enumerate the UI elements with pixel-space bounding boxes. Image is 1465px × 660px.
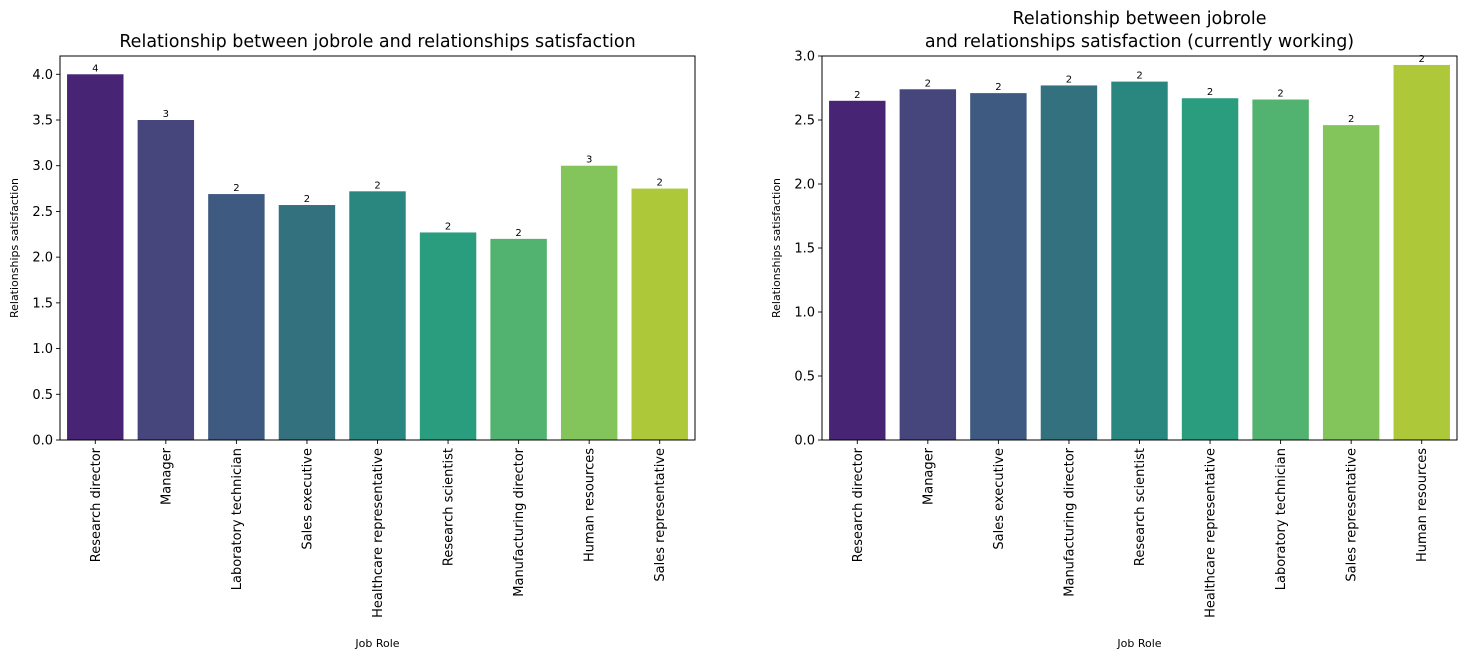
chart-2-y-tick-label: 1.0 [794, 306, 815, 321]
chart-2-y-axis-label: Relationships satisfaction [770, 178, 783, 318]
chart-1-x-tick-label: Sales executive [300, 448, 315, 550]
chart-2-x-tick-label: Manager [921, 447, 936, 505]
chart-1: Relationship between jobrole and relatio… [8, 32, 696, 650]
chart-1-y-tick-label: 4.0 [32, 68, 53, 83]
chart-2-bar [1322, 125, 1380, 441]
chart-1-y-tick-label: 0.0 [32, 434, 53, 449]
chart-2-y-tick-label: 2.5 [794, 114, 815, 129]
chart-1-x-tick-label: Human resources [583, 448, 598, 562]
chart-2-x-tick-label: Laboratory technician [1274, 448, 1289, 590]
chart-1-bar-label: 2 [374, 180, 380, 191]
chart-1-bar-label: 4 [92, 63, 98, 74]
chart-1-x-tick-label: Sales representative [653, 448, 668, 582]
chart-2-bar-label: 2 [1419, 54, 1425, 65]
chart-2-x-tick-label: Research scientist [1133, 448, 1148, 566]
chart-2-bar-label: 2 [1136, 71, 1142, 82]
chart-1-title: Relationship between jobrole and relatio… [119, 32, 635, 52]
chart-1-bar [67, 74, 124, 441]
chart-1-bar-label: 2 [515, 228, 521, 239]
chart-2-bar [1393, 64, 1450, 441]
chart-2-x-tick-label: Research director [851, 447, 866, 562]
chart-2-x-tick-label: Manufacturing director [1062, 447, 1077, 596]
chart-1-bar-label: 3 [586, 155, 592, 166]
chart-1-x-tick-label: Research scientist [442, 448, 457, 566]
chart-2-bar [970, 93, 1027, 441]
chart-1-bar-label: 2 [657, 178, 663, 189]
chart-1-x-tick-label: Research director [89, 447, 104, 562]
chart-1-y-tick-label: 0.5 [32, 388, 53, 403]
chart-1-x-tick-label: Laboratory technician [230, 448, 245, 590]
chart-1-bar [278, 205, 336, 440]
chart-2-y-tick-label: 0.0 [794, 434, 815, 449]
chart-1-y-tick-label: 3.0 [32, 159, 53, 174]
chart-1-bar [560, 165, 618, 440]
chart-2-bar [899, 89, 957, 440]
chart-1-bar-label: 2 [445, 221, 451, 232]
chart-2-axes-frame [821, 55, 1458, 441]
chart-2-bar [1181, 98, 1239, 441]
chart-2-title-line-1: Relationship between jobrole [1012, 9, 1266, 29]
chart-2-y-tick-label: 0.5 [794, 370, 815, 385]
chart-2-bar [829, 100, 886, 441]
chart-2-bar-label: 2 [1066, 74, 1072, 85]
chart-1-bar-label: 2 [233, 183, 239, 194]
chart-2-x-tick-label: Sales representative [1345, 448, 1360, 582]
chart-2-bar-label: 2 [995, 82, 1001, 93]
chart-1-y-tick-label: 1.5 [32, 296, 53, 311]
chart-2-x-tick-label: Sales executive [992, 448, 1007, 550]
chart-1-y-axis-label: Relationships satisfaction [8, 178, 21, 318]
chart-2-bar-label: 2 [1348, 114, 1354, 125]
chart-1-bar [631, 188, 688, 440]
chart-1-x-tick-label: Manager [159, 447, 174, 505]
chart-1-x-tick-label: Healthcare representative [371, 448, 386, 618]
chart-2-bar [1252, 99, 1309, 441]
chart-2-bar [1040, 85, 1098, 440]
chart-1-y-tick-label: 3.5 [32, 114, 53, 129]
chart-2-bar [1111, 81, 1168, 440]
chart-1-x-axis-label: Job Role [354, 637, 399, 650]
chart-1-bar-label: 3 [163, 109, 169, 120]
chart-2-x-tick-label: Human resources [1415, 448, 1430, 562]
chart-1-bar [137, 120, 195, 440]
chart-2: Relationship between jobrole and relation… [770, 9, 1458, 650]
chart-2-x-axis-label: Job Role [1116, 637, 1161, 650]
chart-1-bar-label: 2 [304, 194, 310, 205]
chart-2-title-line-2: and relationships satisfaction (currentl… [925, 32, 1354, 52]
chart-1-bar [419, 232, 477, 440]
chart-2-bar-label: 2 [925, 78, 931, 89]
chart-1-bar [490, 238, 547, 440]
chart-1-y-tick-label: 2.0 [32, 251, 53, 266]
chart-2-bar-label: 2 [854, 90, 860, 101]
chart-2-bar-label: 2 [1277, 89, 1283, 100]
chart-2-y-tick-label: 1.5 [794, 242, 815, 257]
chart-2-x-tick-label: Healthcare representative [1204, 448, 1219, 618]
chart-1-bar [208, 194, 265, 440]
chart-1-x-tick-label: Manufacturing director [512, 447, 527, 596]
chart-2-y-tick-label: 3.0 [794, 50, 815, 65]
chart-2-bar-label: 2 [1207, 87, 1213, 98]
chart-1-y-tick-label: 1.0 [32, 342, 53, 357]
chart-1-bar [349, 191, 406, 440]
chart-1-y-tick-label: 2.5 [32, 205, 53, 220]
chart-2-y-tick-label: 2.0 [794, 178, 815, 193]
chart-1-axes-frame [59, 55, 696, 441]
